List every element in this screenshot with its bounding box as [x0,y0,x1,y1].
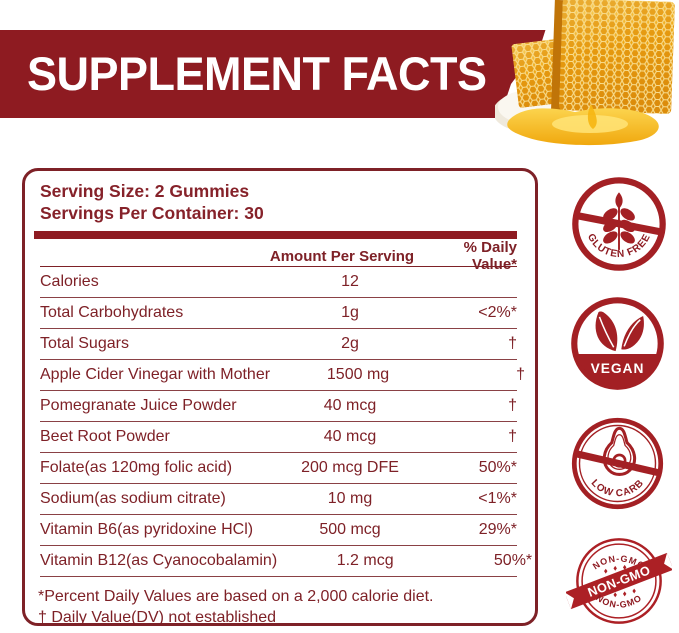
badge-vegan: VEGAN [571,297,664,390]
badge-non-gmo: NON-GMO NON-GMO NON-GMO [566,538,672,624]
nutrient-dv: 50%* [478,459,517,476]
nutrient-name: Pomegranate Juice Powder [40,397,237,414]
table-row: Total Sugars 2g † [40,329,517,360]
banner: SUPPLEMENT FACTS [0,30,557,118]
nutrient-amount: 1500 mg [326,366,390,383]
nutrient-name: Calories [40,273,99,290]
nutrient-dv: <1%* [478,490,517,507]
nutrient-amount: 40 mcg [323,428,377,445]
table-row: Sodium(as sodium citrate) 10 mg <1%* [40,484,517,515]
nutrient-name: Total Carbohydrates [40,304,184,321]
divider-bar [34,231,517,239]
nutrient-amount: 2g [341,335,359,352]
star-decorations [604,564,636,598]
nutrient-amount: 40 mcg [323,397,377,414]
serving-info: Serving Size: 2 Gummies Servings Per Con… [25,171,535,224]
nutrient-dv: 50%* [493,552,533,569]
nutrient-amount: 10 mg [327,490,373,507]
footnotes: *Percent Daily Values are based on a 2,0… [25,577,535,628]
table-row: Beet Root Powder 40 mcg † [40,422,517,453]
no-slash [573,449,662,477]
facts-panel: Serving Size: 2 Gummies Servings Per Con… [22,168,538,626]
footnote-daily-values: *Percent Daily Values are based on a 2,0… [38,588,434,605]
nutrient-name: Beet Root Powder [40,428,170,445]
table-row: Calories 12 [40,267,517,298]
vegan-band [576,353,659,385]
col-amount-per-serving: Amount Per Serving [269,247,415,265]
nutrient-amount: 1.2 mcg [336,552,394,569]
table-row: Folate(as 120mg folic acid) 200 mcg DFE … [40,453,517,484]
nutrient-dv: † [516,366,526,383]
page-title: SUPPLEMENT FACTS [27,46,487,101]
nutrient-name: Total Sugars [40,335,129,352]
vegan-label: VEGAN [591,361,645,376]
nutrient-dv: <2%* [478,304,517,321]
wheat-crossed-icon [603,192,635,244]
table-row: Total Carbohydrates 1g <2%* [40,298,517,329]
nutrient-dv: † [508,428,517,445]
table-row: Apple Cider Vinegar with Mother 1500 mg … [40,360,525,391]
nutrient-name: Vitamin B6(as pyridoxine HCl) [40,521,254,538]
nutrient-amount: 1g [341,304,359,321]
honey-drip [587,104,597,129]
large-honeycomb-block [551,0,675,114]
nutrient-name: Folate(as 120mg folic acid) [40,459,233,476]
nutrient-amount: 200 mcg DFE [301,459,399,476]
nutrient-dv: † [508,335,517,352]
footnote-dv-not-established: † Daily Value(DV) not established [38,609,277,626]
nutrient-dv: † [508,397,517,414]
table-row: Vitamin B6(as pyridoxine HCl) 500 mcg 29… [40,515,517,546]
facts-table: Calories 12 Total Carbohydrates 1g <2%* … [40,267,532,577]
serving-size: Serving Size: 2 Gummies [40,181,250,201]
nutrient-dv: 29%* [478,521,517,538]
table-row: Pomegranate Juice Powder 40 mcg † [40,391,517,422]
badge-gluten-free: GLUTEN FREE [572,177,666,271]
nutrient-name: Vitamin B12(as Cyanocobalamin) [40,552,278,569]
nutrient-amount: 500 mcg [319,521,381,538]
nutrient-name: Sodium(as sodium citrate) [40,490,226,507]
nutrient-amount: 12 [341,273,359,290]
honeycomb-image [495,0,679,155]
nutrient-name: Apple Cider Vinegar with Mother [40,366,271,383]
badge-low-carb: LOW CARB [571,417,664,510]
leaves-icon [595,311,644,352]
col-daily-value: % Daily Value* [463,239,517,273]
table-header: Amount Per Serving % Daily Value* [40,239,517,273]
servings-per-container: Servings Per Container: 30 [40,203,264,223]
table-row: Vitamin B12(as Cyanocobalamin) 1.2 mcg 5… [40,546,532,577]
